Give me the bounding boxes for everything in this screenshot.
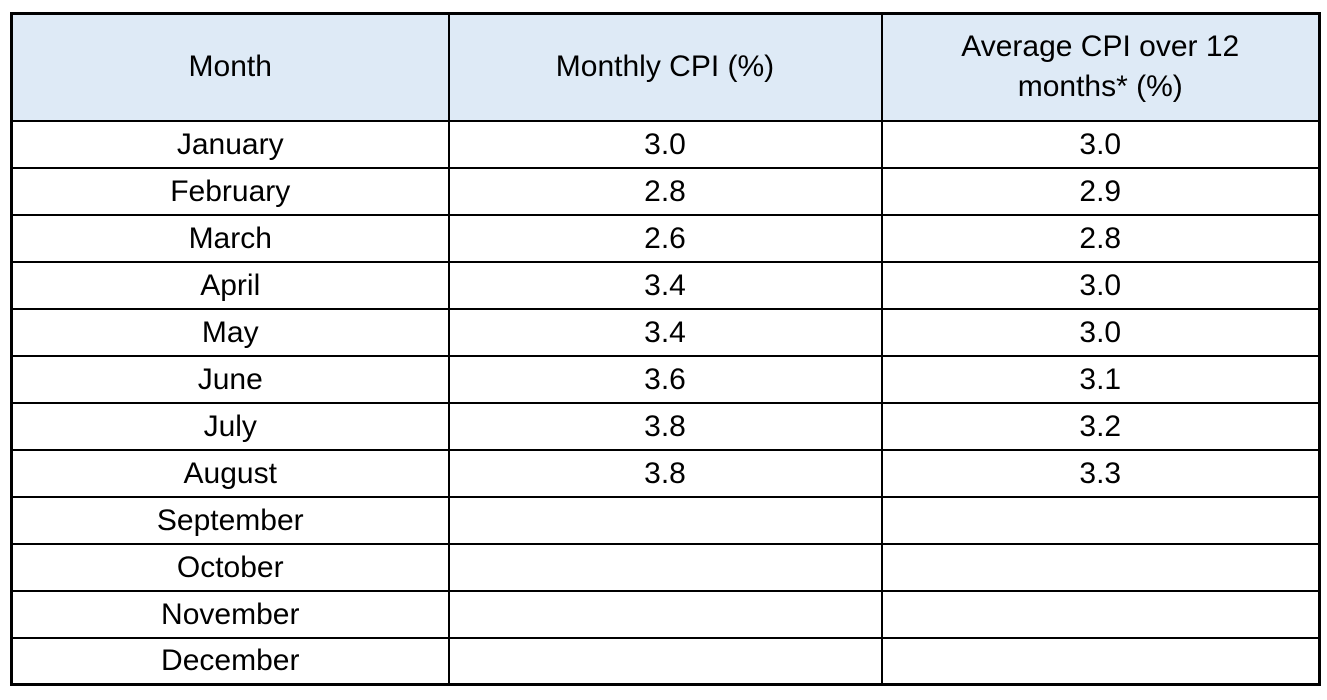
- month-cell: March: [10, 213, 450, 263]
- avg-cpi-cell: 3.0: [880, 119, 1321, 169]
- monthly-cpi-cell: 3.4: [447, 260, 883, 310]
- column-header-monthly-cpi: Monthly CPI (%): [447, 12, 883, 122]
- monthly-cpi-cell: [447, 495, 883, 545]
- month-cell: November: [10, 589, 450, 639]
- month-cell: June: [10, 354, 450, 404]
- table-row-may: May 3.4 3.0: [10, 307, 1321, 357]
- column-header-average-cpi: Average CPI over 12 months* (%): [880, 12, 1321, 122]
- table-row-january: January 3.0 3.0: [10, 119, 1321, 169]
- table-row-july: July 3.8 3.2: [10, 401, 1321, 451]
- column-header-month: Month: [10, 12, 450, 122]
- monthly-cpi-cell: [447, 589, 883, 639]
- avg-cpi-cell: 3.0: [880, 260, 1321, 310]
- avg-cpi-cell: [880, 495, 1321, 545]
- avg-cpi-cell: [880, 542, 1321, 592]
- monthly-cpi-cell: 3.4: [447, 307, 883, 357]
- table-row-june: June 3.6 3.1: [10, 354, 1321, 404]
- table-body: January 3.0 3.0 February 2.8 2.9 March 2…: [10, 119, 1321, 686]
- monthly-cpi-cell: 3.8: [447, 448, 883, 498]
- month-cell: August: [10, 448, 450, 498]
- table-row-august: August 3.8 3.3: [10, 448, 1321, 498]
- table-row-september: September: [10, 495, 1321, 545]
- month-cell: May: [10, 307, 450, 357]
- month-cell: February: [10, 166, 450, 216]
- table-row-february: February 2.8 2.9: [10, 166, 1321, 216]
- month-cell: April: [10, 260, 450, 310]
- avg-cpi-cell: 2.8: [880, 213, 1321, 263]
- month-cell: September: [10, 495, 450, 545]
- table-row-march: March 2.6 2.8: [10, 213, 1321, 263]
- monthly-cpi-cell: 2.8: [447, 166, 883, 216]
- table-row-april: April 3.4 3.0: [10, 260, 1321, 310]
- avg-cpi-cell: 3.0: [880, 307, 1321, 357]
- cpi-table: Month Monthly CPI (%) Average CPI over 1…: [10, 12, 1321, 686]
- avg-cpi-cell: 3.1: [880, 354, 1321, 404]
- avg-cpi-cell: 3.2: [880, 401, 1321, 451]
- header-row: Month Monthly CPI (%) Average CPI over 1…: [10, 12, 1321, 122]
- avg-cpi-cell: 2.9: [880, 166, 1321, 216]
- month-cell: December: [10, 636, 450, 686]
- monthly-cpi-cell: 3.0: [447, 119, 883, 169]
- table-header: Month Monthly CPI (%) Average CPI over 1…: [10, 12, 1321, 122]
- table-row-october: October: [10, 542, 1321, 592]
- table-row-november: November: [10, 589, 1321, 639]
- avg-cpi-cell: [880, 636, 1321, 686]
- monthly-cpi-cell: [447, 636, 883, 686]
- monthly-cpi-cell: 3.8: [447, 401, 883, 451]
- month-cell: January: [10, 119, 450, 169]
- monthly-cpi-cell: 3.6: [447, 354, 883, 404]
- avg-cpi-cell: [880, 589, 1321, 639]
- monthly-cpi-cell: [447, 542, 883, 592]
- table-row-december: December: [10, 636, 1321, 686]
- avg-cpi-cell: 3.3: [880, 448, 1321, 498]
- month-cell: July: [10, 401, 450, 451]
- monthly-cpi-cell: 2.6: [447, 213, 883, 263]
- month-cell: October: [10, 542, 450, 592]
